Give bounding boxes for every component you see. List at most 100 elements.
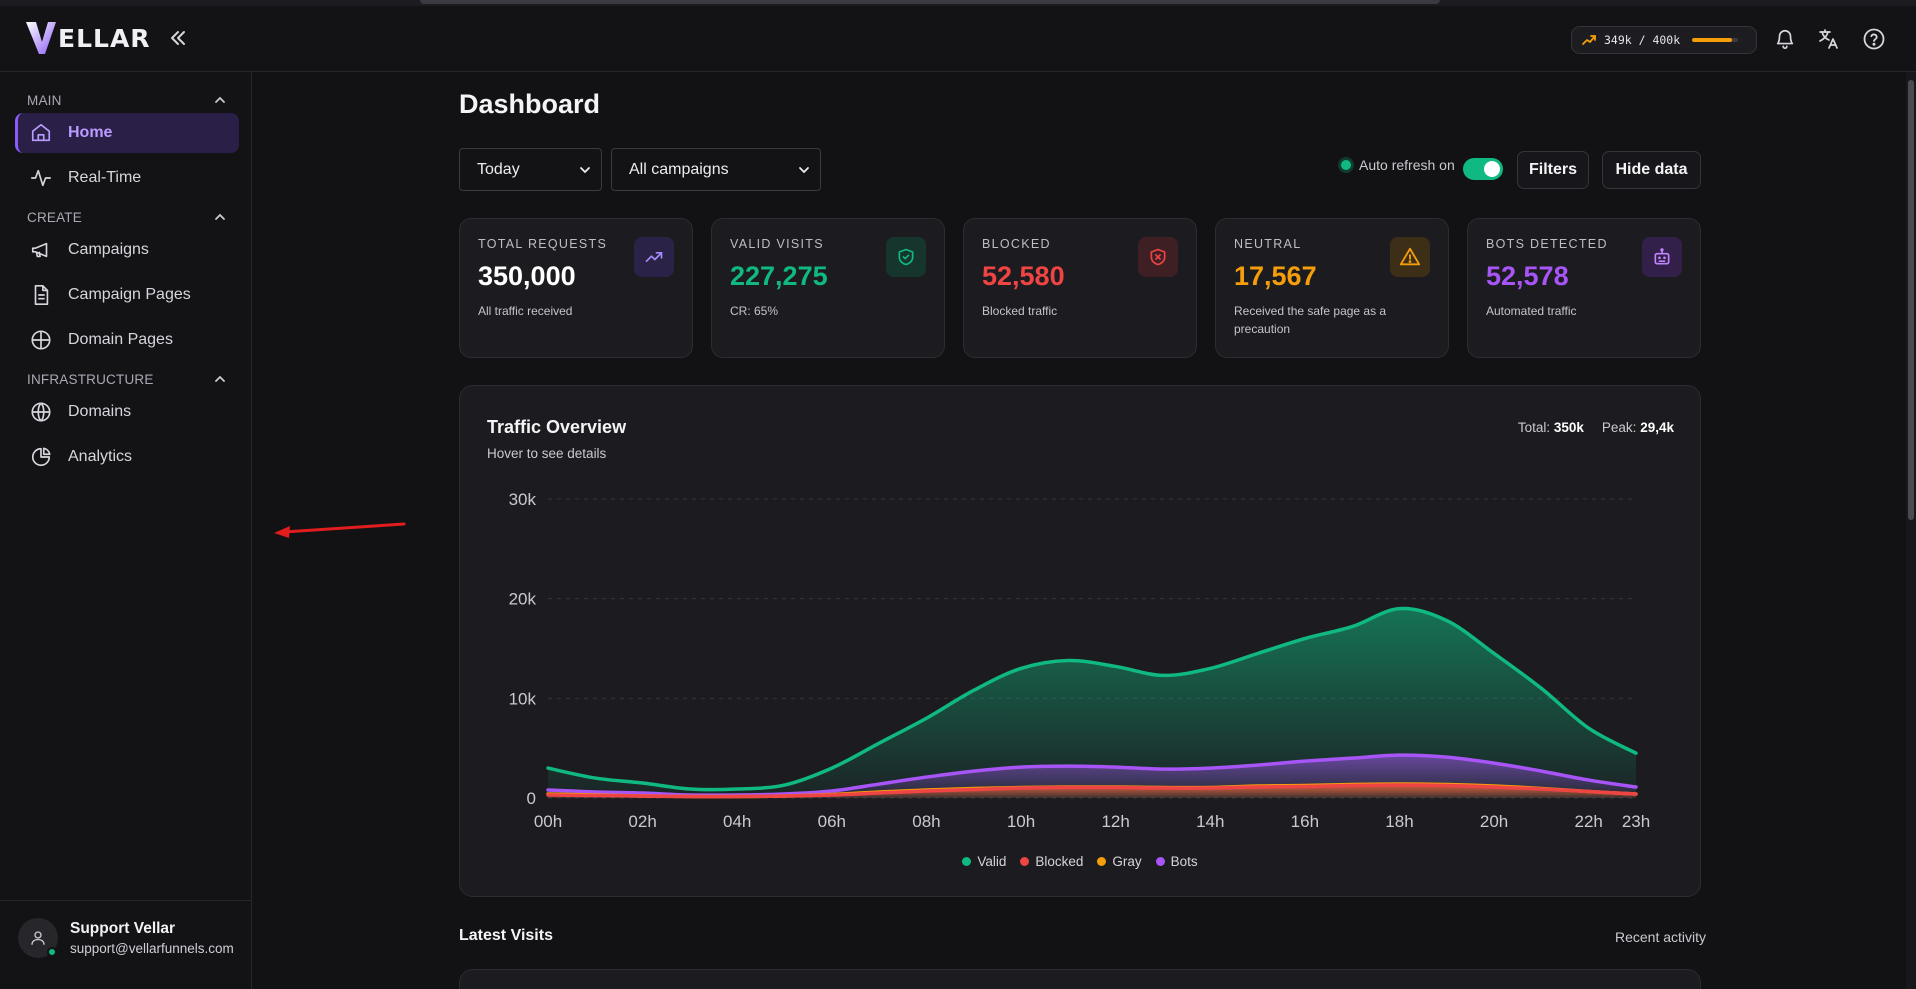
- stat-desc: CR: 65%: [730, 304, 779, 318]
- home-icon: [30, 122, 52, 144]
- legend-item-gray[interactable]: Gray: [1097, 854, 1142, 869]
- translate-icon[interactable]: [1816, 26, 1842, 52]
- section-main[interactable]: MAIN: [27, 90, 227, 110]
- stat-label: VALID VISITS: [730, 237, 824, 251]
- section-title: CREATE: [27, 209, 82, 225]
- pie-chart-icon: [30, 446, 52, 468]
- x-tick-label: 02h: [628, 812, 656, 831]
- section-title: MAIN: [27, 92, 62, 108]
- sidebar-item-real-time[interactable]: Real-Time: [15, 158, 239, 198]
- section-title: INFRASTRUCTURE: [27, 371, 154, 387]
- x-tick-label: 10h: [1007, 812, 1035, 831]
- stat-card-blocked: BLOCKED 52,580 Blocked traffic: [963, 218, 1197, 358]
- section-infrastructure[interactable]: INFRASTRUCTURE: [27, 369, 227, 389]
- x-tick-label: 22h: [1575, 812, 1603, 831]
- collapse-sidebar-icon[interactable]: [166, 26, 190, 50]
- traffic-chart[interactable]: 0 10k 20k 30k 00h 02h 04h 06h 08h 10h 12h 14h 16h 18h…: [460, 386, 1702, 898]
- legend-dot: [1020, 857, 1030, 866]
- x-tick-label: 00h: [534, 812, 562, 831]
- sidebar-item-campaign-pages[interactable]: Campaign Pages: [15, 275, 239, 315]
- sidebar-item-label: Campaigns: [68, 241, 149, 258]
- trend-up-icon: [634, 237, 674, 277]
- status-dot: [1341, 160, 1351, 170]
- x-tick-label: 12h: [1101, 812, 1129, 831]
- hide-data-button[interactable]: Hide data: [1602, 151, 1701, 189]
- sidebar-item-campaigns[interactable]: Campaigns: [15, 230, 239, 270]
- legend-label: Valid: [977, 854, 1007, 869]
- peak-label: Peak:: [1601, 420, 1637, 435]
- stat-value: 17,567: [1234, 261, 1317, 291]
- megaphone-icon: [30, 239, 52, 261]
- globe-icon: [30, 329, 52, 351]
- x-tick-label: 08h: [912, 812, 940, 831]
- latest-visits-title: Latest Visits: [459, 927, 553, 944]
- chevron-down-icon: [799, 166, 809, 173]
- chevron-up-icon: [215, 213, 225, 220]
- sidebar-item-label: Home: [68, 124, 113, 141]
- usage-meter[interactable]: 349k / 400k: [1571, 26, 1757, 54]
- sidebar-item-domains[interactable]: Domains: [15, 392, 239, 432]
- chevron-down-icon: [580, 166, 590, 173]
- stat-label: NEUTRAL: [1234, 237, 1302, 251]
- x-tick-label: 16h: [1291, 812, 1319, 831]
- legend-item-valid[interactable]: Valid: [962, 854, 1006, 869]
- total-value: 350k: [1553, 420, 1584, 435]
- auto-refresh-toggle[interactable]: [1463, 158, 1503, 180]
- chart-total: Total: 350k: [1518, 420, 1584, 435]
- shield-check-icon: [886, 237, 926, 277]
- stat-desc: Automated traffic: [1486, 304, 1577, 318]
- campaign-select[interactable]: All campaigns: [611, 148, 821, 191]
- legend-dot: [962, 857, 972, 866]
- legend-dot: [1155, 857, 1165, 866]
- user-profile[interactable]: Support Vellar support@vellarfunnels.com: [18, 918, 234, 958]
- stat-card-total-requests: TOTAL REQUESTS 350,000 All traffic recei…: [459, 218, 693, 358]
- sidebar-item-label: Domains: [68, 403, 132, 420]
- stat-desc: All traffic received: [478, 304, 573, 318]
- campaign-select-value: All campaigns: [629, 160, 729, 178]
- stat-card-bots-detected: BOTS DETECTED 52,578 Automated traffic: [1467, 218, 1701, 358]
- chart-title: Traffic Overview: [487, 417, 627, 437]
- x-tick-label: 20h: [1480, 812, 1508, 831]
- filters-button[interactable]: Filters: [1517, 151, 1589, 189]
- toggle-knob: [1484, 161, 1500, 177]
- y-tick-label: 30k: [509, 490, 537, 509]
- logo-text: ELLAR: [58, 23, 151, 53]
- legend-label: Bots: [1170, 854, 1198, 869]
- y-tick-label: 10k: [509, 689, 537, 708]
- legend-label: Gray: [1112, 854, 1142, 869]
- bell-icon[interactable]: [1772, 26, 1798, 52]
- stat-value: 52,578: [1486, 261, 1569, 291]
- section-create[interactable]: CREATE: [27, 207, 227, 227]
- scrollbar-thumb[interactable]: [1908, 80, 1914, 520]
- period-select[interactable]: Today: [459, 148, 602, 191]
- sidebar-item-home[interactable]: Home: [15, 113, 239, 153]
- x-tick-label: 18h: [1385, 812, 1413, 831]
- logo[interactable]: ELLAR: [26, 22, 151, 54]
- x-tick-label: 14h: [1196, 812, 1224, 831]
- stat-value: 52,580: [982, 261, 1065, 291]
- stat-card-neutral: NEUTRAL 17,567 Received the safe page as…: [1215, 218, 1449, 358]
- total-label: Total:: [1517, 420, 1551, 435]
- stat-value: 227,275: [730, 261, 828, 291]
- chart-legend: Valid Blocked Gray Bots: [460, 854, 1700, 869]
- usage-text: 349k / 400k: [1604, 33, 1681, 47]
- page-title: Dashboard: [459, 89, 601, 119]
- legend-item-bots[interactable]: Bots: [1155, 854, 1198, 869]
- sidebar-item-analytics[interactable]: Analytics: [15, 437, 239, 477]
- series-area-valid: [548, 608, 1636, 798]
- chevron-up-icon: [215, 375, 225, 382]
- sidebar-item-label: Domain Pages: [68, 331, 173, 348]
- warning-icon: [1390, 237, 1430, 277]
- scrollbar-track[interactable]: [1906, 72, 1916, 989]
- help-icon[interactable]: [1861, 26, 1887, 52]
- browser-top-strip: [0, 0, 1916, 6]
- legend-item-blocked[interactable]: Blocked: [1020, 854, 1083, 869]
- sidebar-item-domain-pages[interactable]: Domain Pages: [15, 320, 239, 360]
- x-tick-label: 04h: [723, 812, 751, 831]
- auto-refresh-label: Auto refresh on: [1359, 157, 1455, 173]
- chart-peak: Peak: 29,4k: [1602, 420, 1674, 435]
- legend-label: Blocked: [1035, 854, 1084, 869]
- divider: [0, 900, 251, 901]
- sidebar-item-label: Analytics: [68, 448, 133, 465]
- stat-desc: Blocked traffic: [982, 304, 1058, 318]
